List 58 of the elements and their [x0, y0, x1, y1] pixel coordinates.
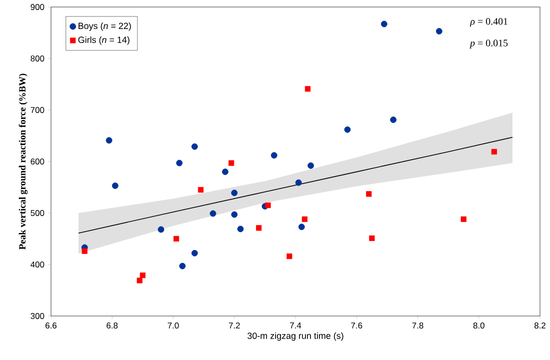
- annotation: p = 0.015: [469, 40, 508, 48]
- point: [369, 235, 375, 242]
- point: [304, 86, 311, 92]
- x-tick-label: 7.4: [290, 322, 302, 328]
- x-axis-title: 30-m zigzag run time (s): [248, 332, 344, 341]
- point: [106, 137, 112, 144]
- point: [491, 148, 497, 155]
- x-tick-label: 7.2: [228, 322, 240, 328]
- point: [191, 143, 198, 150]
- x-tick-label: 7.6: [351, 322, 362, 329]
- y-axis-title: Peak vertical ground reaction force (%BW): [18, 74, 28, 250]
- x-tick-label: 6.6: [46, 322, 57, 329]
- point: [140, 272, 146, 278]
- point: [295, 179, 302, 186]
- point: [136, 278, 142, 284]
- y-tick-label: 600: [30, 158, 44, 164]
- x-tick-label: 8.0: [473, 322, 484, 329]
- point: [270, 152, 278, 159]
- point: [191, 250, 198, 256]
- point: [308, 162, 314, 169]
- y-tick-label: 400: [30, 262, 44, 268]
- point: [231, 211, 238, 218]
- legend-label: Girls (n = 14): [78, 36, 130, 45]
- y-tick-label: 900: [30, 4, 44, 10]
- point: [112, 182, 118, 189]
- point: [460, 216, 466, 222]
- point: [222, 168, 228, 175]
- x-tick-label: 7.8: [412, 322, 424, 329]
- point: [265, 202, 271, 208]
- point: [237, 226, 244, 232]
- point: [366, 191, 372, 197]
- y-tick-label: 800: [30, 56, 44, 62]
- legend-label: Boys (n = 22): [78, 22, 131, 31]
- y-tick-label: 700: [30, 107, 44, 113]
- point: [210, 210, 216, 217]
- point: [158, 226, 164, 233]
- point: [231, 190, 238, 196]
- line-series: [78, 136, 513, 234]
- point: [298, 224, 305, 230]
- point: [198, 187, 204, 193]
- point: [390, 116, 396, 123]
- point: [179, 262, 186, 270]
- point: [174, 236, 180, 242]
- point: [82, 248, 88, 254]
- x-tick-label: 8.2: [534, 322, 546, 329]
- y-tick-label: 300: [30, 313, 44, 319]
- point: [256, 225, 262, 231]
- point: [302, 216, 308, 222]
- x-tick-label: 7.0: [168, 322, 179, 329]
- point: [380, 20, 388, 28]
- point: [344, 126, 351, 133]
- point: [176, 160, 183, 166]
- x-tick-label: 6.8: [106, 322, 118, 329]
- point: [436, 28, 442, 34]
- point: [286, 253, 292, 260]
- annotation: ρ = 0.401: [470, 18, 508, 27]
- point: [228, 160, 234, 166]
- y-tick-label: 500: [30, 210, 44, 216]
